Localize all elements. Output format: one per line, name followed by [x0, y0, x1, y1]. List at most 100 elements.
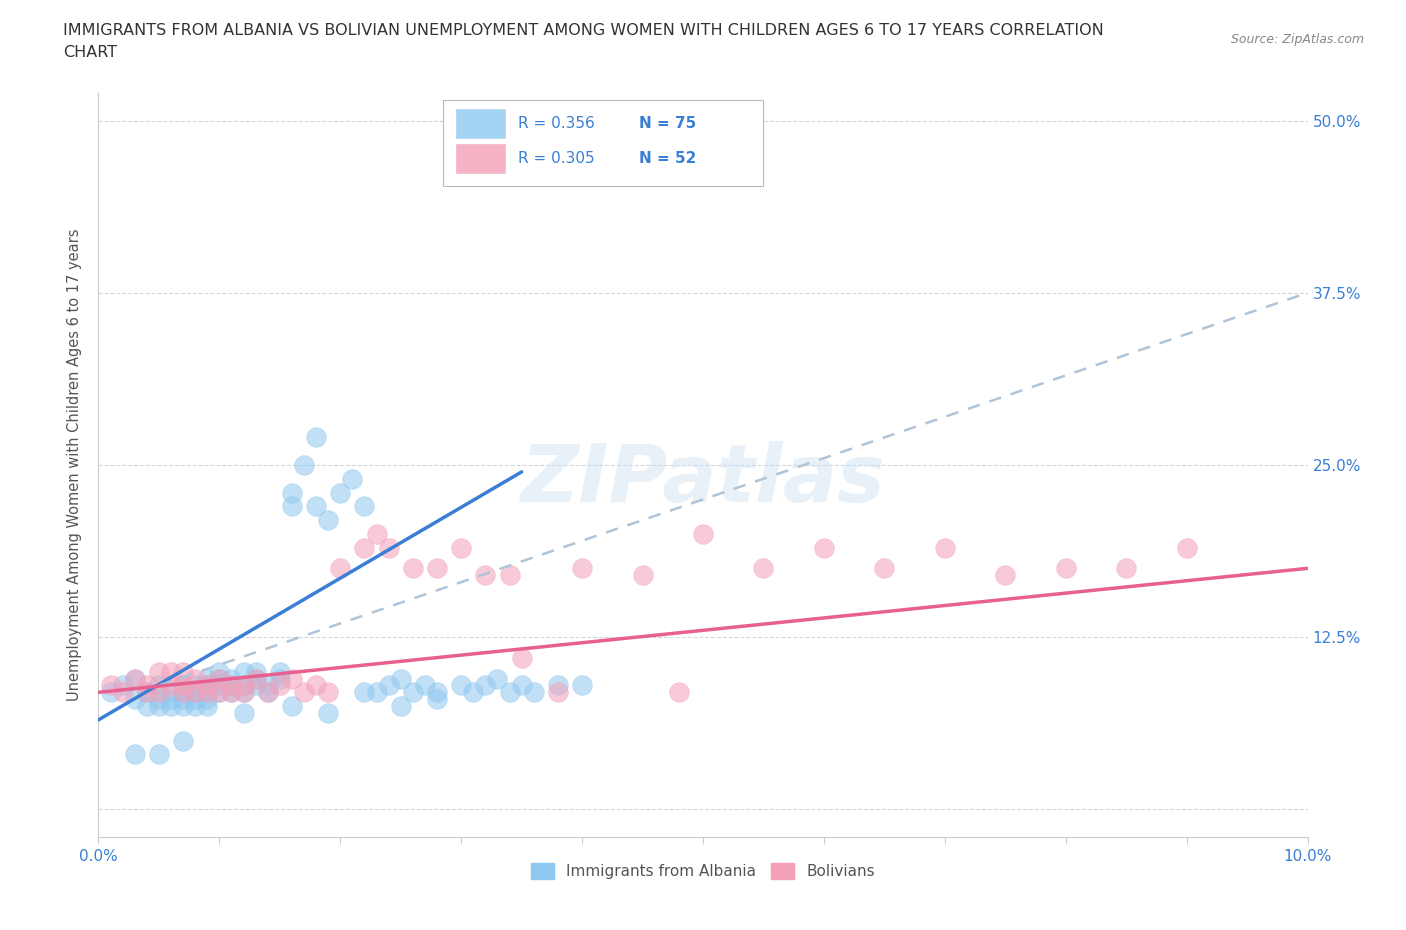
Point [426, 561, 449, 576]
Point [148, 684, 170, 699]
Point [305, 678, 328, 693]
Point [195, 678, 218, 693]
Point [523, 684, 546, 699]
Text: N = 75: N = 75 [638, 116, 696, 131]
Point [366, 526, 388, 541]
Point [1054, 561, 1077, 576]
Point [208, 684, 231, 699]
Point [124, 671, 146, 686]
Point [100, 684, 122, 699]
Point [184, 678, 207, 693]
Point [172, 664, 194, 679]
Point [172, 698, 194, 713]
Point [281, 698, 304, 713]
Point [813, 540, 835, 555]
Point [172, 684, 194, 699]
Point [160, 698, 183, 713]
Point [184, 684, 207, 699]
Point [353, 498, 375, 513]
Point [668, 684, 690, 699]
Point [292, 684, 315, 699]
Point [450, 678, 472, 693]
Point [195, 692, 218, 707]
Point [269, 664, 291, 679]
Point [245, 671, 267, 686]
Point [292, 458, 315, 472]
Y-axis label: Unemployment Among Women with Children Ages 6 to 17 years: Unemployment Among Women with Children A… [67, 229, 83, 701]
Point [269, 671, 291, 686]
Point [934, 540, 956, 555]
Point [329, 561, 352, 576]
Point [160, 692, 183, 707]
Point [510, 678, 533, 693]
Point [184, 698, 207, 713]
Point [510, 650, 533, 665]
Point [426, 692, 449, 707]
Point [353, 684, 375, 699]
Point [195, 671, 218, 686]
Point [221, 678, 243, 693]
Point [160, 664, 183, 679]
Point [160, 684, 183, 699]
Point [148, 747, 170, 762]
Point [571, 561, 593, 576]
Point [256, 684, 278, 699]
Point [221, 684, 243, 699]
Point [413, 678, 436, 693]
Point [281, 671, 304, 686]
Point [135, 678, 157, 693]
Point [1115, 561, 1137, 576]
Point [221, 678, 243, 693]
FancyBboxPatch shape [443, 100, 763, 186]
Point [111, 684, 134, 699]
Point [184, 671, 207, 686]
Point [184, 692, 207, 707]
Point [994, 568, 1017, 583]
Point [135, 684, 157, 699]
Point [281, 485, 304, 500]
Point [124, 747, 146, 762]
Point [221, 671, 243, 686]
Point [124, 671, 146, 686]
Point [195, 678, 218, 693]
Point [245, 664, 267, 679]
Point [172, 692, 194, 707]
Point [305, 498, 328, 513]
Point [100, 678, 122, 693]
Point [195, 698, 218, 713]
Point [269, 678, 291, 693]
Point [474, 568, 496, 583]
Point [450, 540, 472, 555]
Point [135, 698, 157, 713]
Text: R = 0.356: R = 0.356 [517, 116, 595, 131]
Point [195, 684, 218, 699]
Point [1175, 540, 1198, 555]
Point [232, 678, 254, 693]
Point [232, 664, 254, 679]
Point [316, 706, 339, 721]
Point [208, 678, 231, 693]
Point [498, 568, 520, 583]
Point [426, 684, 449, 699]
Point [389, 698, 412, 713]
Point [342, 472, 364, 486]
Legend: Immigrants from Albania, Bolivians: Immigrants from Albania, Bolivians [524, 857, 882, 885]
Point [148, 664, 170, 679]
Point [172, 678, 194, 693]
Text: IMMIGRANTS FROM ALBANIA VS BOLIVIAN UNEMPLOYMENT AMONG WOMEN WITH CHILDREN AGES : IMMIGRANTS FROM ALBANIA VS BOLIVIAN UNEM… [63, 23, 1104, 38]
Point [232, 678, 254, 693]
Point [571, 678, 593, 693]
Point [692, 526, 714, 541]
Point [124, 692, 146, 707]
Point [172, 678, 194, 693]
Text: R = 0.305: R = 0.305 [517, 151, 595, 166]
Point [353, 540, 375, 555]
Point [195, 684, 218, 699]
Point [547, 678, 569, 693]
Point [305, 430, 328, 445]
Point [208, 671, 231, 686]
Point [160, 678, 183, 693]
Point [486, 671, 509, 686]
Point [402, 684, 425, 699]
Text: CHART: CHART [63, 45, 117, 60]
